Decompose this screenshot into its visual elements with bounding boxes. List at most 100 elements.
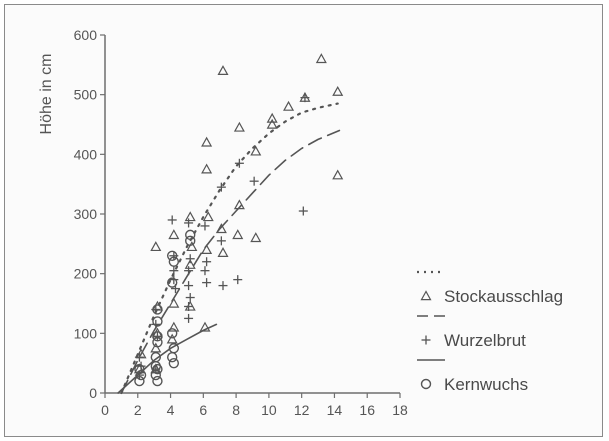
point-triangle	[166, 333, 178, 344]
point-circle	[152, 304, 163, 315]
fit-line-dotted	[120, 102, 339, 395]
point-triangle	[332, 169, 344, 180]
point-triangle	[168, 321, 180, 332]
legend-item-kernwuchs: Kernwuchs	[417, 359, 528, 394]
point-triangle	[184, 258, 196, 269]
x-tick-label: 2	[134, 402, 142, 418]
point-plus	[184, 313, 194, 323]
point-plus	[233, 275, 243, 285]
point-circle	[134, 375, 145, 387]
y-axis-label: Höhe in cm	[38, 54, 55, 135]
series-wurzelbrut	[134, 93, 310, 380]
point-plus	[169, 266, 179, 276]
x-tick-label: 14	[327, 402, 343, 418]
point-plus	[152, 331, 162, 341]
data-points	[133, 53, 344, 387]
point-triangle	[186, 241, 198, 252]
point-plus	[298, 206, 308, 216]
point-triangle	[168, 297, 180, 308]
point-plus	[185, 293, 195, 303]
point-plus	[185, 254, 195, 264]
point-triangle	[215, 223, 227, 234]
legend: Stockausschlag Wurzelbrut Kernwuchs	[417, 270, 563, 394]
point-circle	[152, 316, 163, 327]
point-plus	[134, 352, 144, 362]
point-circle	[134, 363, 145, 375]
point-plus	[216, 236, 226, 246]
point-triangle	[315, 53, 327, 64]
y-tick-label: 100	[74, 325, 98, 341]
point-triangle	[217, 247, 229, 257]
legend-label: Stockausschlag	[444, 287, 563, 306]
point-circle	[185, 235, 196, 247]
point-circle	[168, 256, 180, 267]
point-plus	[200, 221, 210, 231]
chart-figure: 0 2 4 6 8 10 12 14 16 18 0 100 200 300 400 500 600 Höhe …	[4, 4, 603, 437]
scatter-plot: 0 2 4 6 8 10 12 14 16 18 0 100 200 300 400 500 600 Höhe …	[38, 27, 563, 418]
point-triangle	[233, 121, 245, 132]
point-plus	[184, 281, 194, 291]
y-tick-label: 600	[74, 27, 98, 43]
point-triangle	[233, 199, 245, 210]
point-triangle	[217, 65, 229, 76]
y-tick-label: 500	[74, 87, 98, 103]
point-triangle	[199, 321, 211, 332]
point-triangle	[201, 244, 213, 254]
point-plus	[200, 266, 210, 276]
point-plus	[202, 278, 212, 288]
point-triangle	[150, 241, 162, 252]
point-plus	[218, 281, 228, 291]
point-circle	[168, 357, 180, 369]
point-circle	[185, 229, 196, 241]
x-tick-label: 4	[167, 402, 175, 418]
x-tick-label: 16	[359, 402, 375, 418]
point-circle	[152, 375, 163, 387]
y-tick-label: 300	[74, 206, 98, 222]
point-triangle	[184, 211, 196, 222]
legend-item-stockausschlag: Stockausschlag	[417, 270, 563, 306]
point-plus	[136, 361, 146, 371]
point-triangle	[283, 100, 295, 111]
fit-lines	[117, 102, 341, 395]
legend-marker-circle	[420, 378, 432, 390]
x-tick-label: 0	[101, 402, 109, 418]
axes: 0 2 4 6 8 10 12 14 16 18 0 100 200 300 400 500 600	[74, 27, 408, 418]
point-triangle	[202, 211, 214, 222]
point-circle	[135, 369, 147, 381]
legend-label: Kernwuchs	[444, 375, 528, 394]
point-plus	[249, 176, 259, 186]
point-circle	[166, 328, 178, 339]
point-plus	[184, 301, 194, 311]
point-circle	[152, 337, 163, 348]
point-triangle	[250, 145, 262, 156]
y-tick-label: 200	[74, 266, 98, 282]
point-plus	[234, 158, 244, 168]
point-plus	[216, 182, 226, 192]
point-plus	[167, 215, 177, 225]
legend-label: Wurzelbrut	[444, 331, 526, 350]
y-tick-label: 400	[74, 146, 98, 162]
point-plus	[184, 218, 194, 228]
point-plus	[151, 319, 161, 329]
point-circle	[166, 352, 178, 363]
point-circle	[166, 250, 178, 261]
point-triangle	[266, 112, 278, 123]
point-plus	[300, 93, 310, 103]
series-kernwuchs	[134, 229, 196, 387]
point-circle	[152, 331, 163, 342]
point-triangle	[232, 229, 244, 240]
point-triangle	[266, 118, 278, 129]
legend-marker-triangle	[420, 290, 432, 301]
y-tick-label: 0	[89, 385, 97, 401]
point-triangle	[150, 342, 162, 353]
point-triangle	[250, 232, 262, 243]
point-circle	[166, 277, 178, 288]
point-plus	[202, 257, 212, 267]
x-tick-label: 8	[232, 402, 240, 418]
point-triangle	[332, 85, 344, 96]
x-tick-label: 6	[199, 402, 207, 418]
point-triangle	[201, 136, 213, 147]
point-triangle	[168, 229, 180, 240]
legend-item-wurzelbrut: Wurzelbrut	[417, 315, 526, 350]
point-circle	[150, 369, 162, 381]
